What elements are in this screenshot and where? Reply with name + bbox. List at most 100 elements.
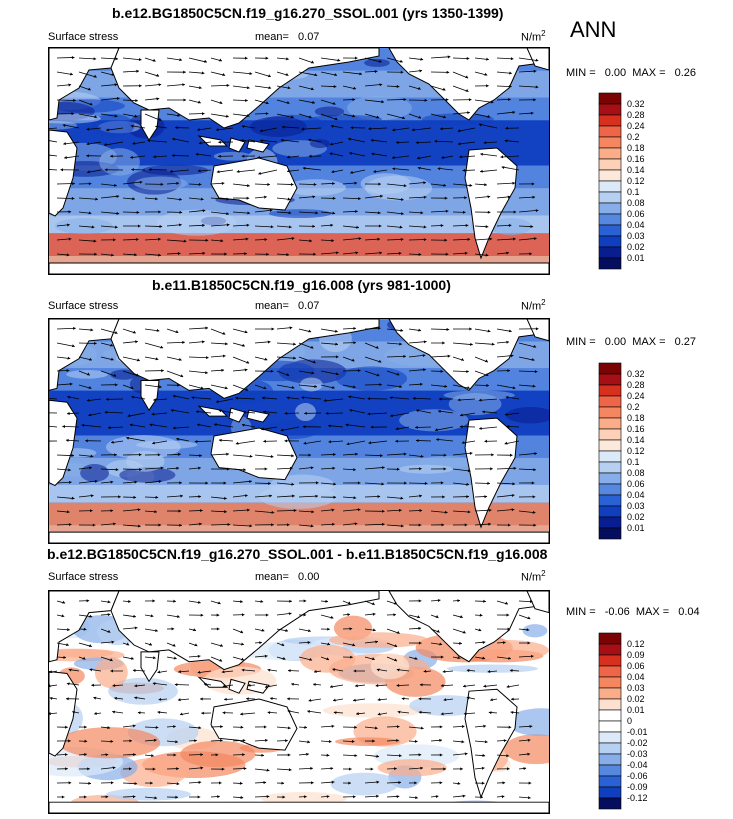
map-3-vector-head (64, 753, 68, 757)
colorbar-2-box (598, 505, 622, 518)
map-1-vector-head (72, 182, 75, 186)
map-3-vector-head (355, 684, 358, 688)
map-1-vector-head (311, 100, 315, 104)
map-2-vector-head (460, 413, 464, 417)
map-1-vector-head (434, 139, 438, 143)
map-2-vector (452, 452, 473, 456)
map-2-vector-head (353, 468, 356, 472)
map-3-vector-head (281, 781, 285, 785)
map-3-vector-head (418, 710, 422, 714)
map-1-vector-head (203, 59, 207, 63)
map-3-land (110, 591, 380, 671)
map-3-vector-head (260, 599, 264, 603)
map-3-vector-head (420, 726, 424, 730)
map-1-vector-head (138, 57, 142, 61)
map-2-vector-head (484, 359, 488, 363)
map-1-vector-head (437, 167, 441, 171)
map-1-vector (259, 127, 278, 132)
map-2-vector (276, 495, 295, 498)
map-2-vector (188, 341, 205, 344)
map-1-vector-head (116, 211, 120, 215)
map-3-vector-head (466, 696, 470, 700)
map-2-vector-head (155, 357, 159, 361)
panel-2-title: b.e11.B1850C5CN.f19_g16.008 (yrs 981-100… (152, 277, 451, 293)
colorbar-1-label: 0.24 (627, 121, 645, 131)
map-1-vector (78, 197, 99, 200)
map-1-vector-head (281, 125, 285, 129)
map-3-vector-head (351, 739, 355, 743)
colorbar-2-box (598, 439, 622, 452)
map-1-vector-head (506, 251, 509, 255)
map-3-vector-head (304, 725, 308, 729)
map-3-vector-head (287, 697, 290, 701)
map-1-vector (386, 113, 405, 120)
map-2-vector-head (400, 328, 404, 332)
map-2-vector-head (221, 368, 225, 372)
map-1-vector-head (447, 55, 451, 59)
panel-1-mean: mean= 0.07 (255, 31, 319, 43)
map-1-vector-head (139, 84, 142, 88)
map-1-vector-head (535, 58, 539, 62)
map-1-blob (268, 209, 332, 219)
map-2-vector-head (312, 360, 316, 364)
map-1-vector-head (352, 98, 356, 102)
map-3-vector-head (443, 698, 447, 702)
map-3-vector-head (483, 599, 486, 603)
map-2-vector-head (268, 481, 271, 485)
map-2-vector (100, 468, 119, 471)
map-1-vector (452, 57, 470, 59)
map-2-vector (364, 466, 385, 470)
colorbar-2-label: 0.01 (627, 523, 645, 533)
map-1-vector (518, 196, 536, 199)
map-2-vector (496, 355, 514, 358)
map-3-vector-head (349, 627, 353, 631)
map-2-vector-head (118, 495, 121, 499)
map-1-vector-head (197, 100, 201, 104)
map-1-vector (232, 71, 253, 75)
map-2-vector-head (381, 522, 385, 526)
map-2-vector-head (134, 480, 138, 484)
map-1-vector (210, 197, 230, 200)
map-1-vector-head (509, 71, 512, 75)
map-2-vector-head (89, 357, 92, 361)
map-2-vector (368, 440, 388, 444)
map-3-vector-head (509, 669, 513, 673)
map-3-vector-head (285, 739, 288, 743)
map-1-vector-head (329, 152, 333, 156)
map-1-vector (518, 209, 539, 213)
map-1-vector-head (309, 239, 312, 243)
map-1-vector-head (156, 97, 160, 101)
map-1-vector-head (440, 127, 443, 131)
map-2-vector (56, 383, 73, 386)
map-1-vector-head (267, 74, 271, 77)
map-1-vector-head (114, 225, 118, 229)
map-3-vector-head (376, 754, 380, 758)
map-3-vector-head (502, 641, 506, 645)
map-2-vector-head (218, 409, 222, 413)
map-2-vector-head (533, 523, 537, 527)
map-3-blob (322, 703, 424, 718)
map-1-vector-head (487, 195, 491, 199)
map-1-vector-head (245, 98, 248, 102)
map-3-vector-head (326, 795, 330, 799)
map-2-vector-head (247, 508, 250, 512)
map-2-vector-head (289, 326, 293, 330)
map-2-vector (254, 482, 271, 484)
map-2-vector (172, 395, 190, 400)
map-2-vector-head (419, 467, 422, 471)
map-2-land (228, 407, 246, 423)
map-1-blob (360, 173, 411, 195)
map-1-vector-head (374, 69, 378, 74)
map-1-vector-head (136, 210, 140, 214)
map-2-blob (506, 407, 549, 424)
map-3-vector-head (176, 782, 180, 786)
map-3-vector-head (216, 613, 220, 617)
map-2-vector-head (264, 467, 268, 471)
map-3-vector-head (88, 644, 92, 647)
map-2-vector-head (222, 331, 226, 335)
map-1-vector-head (104, 168, 108, 172)
map-2-vector-head (170, 409, 174, 413)
map-2-vector (166, 370, 184, 378)
map-2-vector (452, 468, 471, 472)
map-3-vector-head (309, 657, 313, 661)
